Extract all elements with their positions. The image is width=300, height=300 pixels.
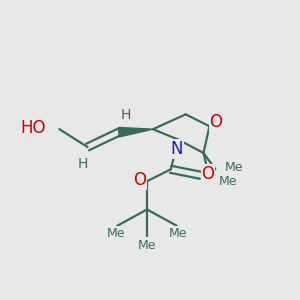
Text: O: O — [202, 165, 214, 183]
Text: Me: Me — [106, 227, 125, 240]
Text: N: N — [170, 140, 183, 158]
Text: Me: Me — [169, 227, 188, 240]
Text: Me: Me — [225, 161, 243, 174]
Text: Me: Me — [219, 175, 238, 188]
Text: O: O — [133, 171, 146, 189]
Text: O: O — [209, 113, 223, 131]
Text: HO: HO — [20, 119, 46, 137]
Polygon shape — [118, 128, 153, 137]
Text: Me: Me — [138, 238, 156, 252]
Text: H: H — [78, 157, 88, 171]
Text: H: H — [120, 108, 130, 122]
